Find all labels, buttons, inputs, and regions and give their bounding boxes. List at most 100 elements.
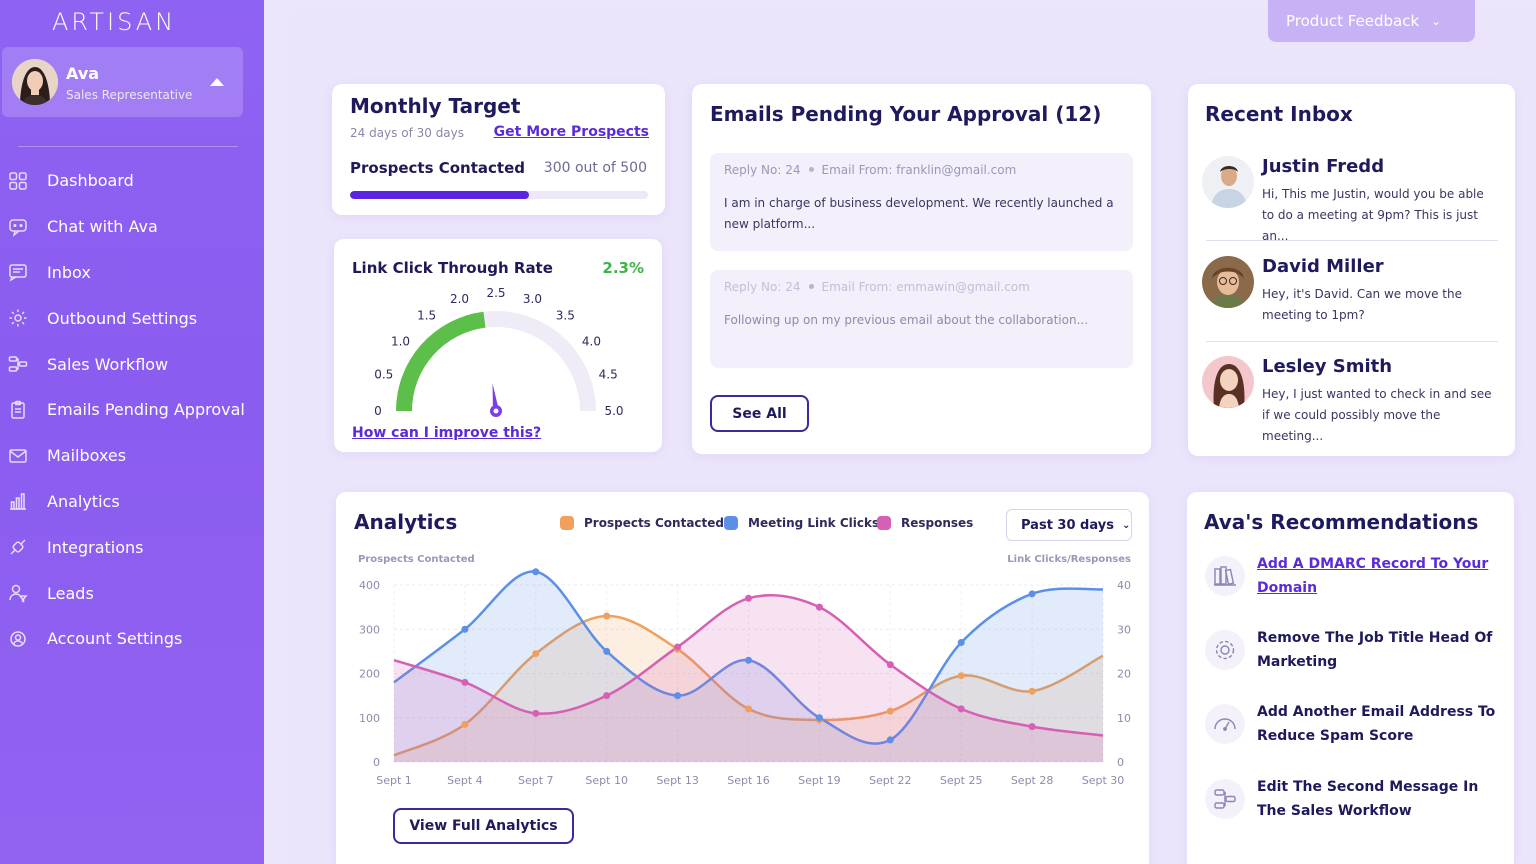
y-tick-label: 400 xyxy=(359,579,380,592)
y-tick-label: 200 xyxy=(359,668,380,681)
data-point[interactable] xyxy=(815,714,823,722)
date-range-value: Past 30 days xyxy=(1021,517,1114,533)
y-tick-label: 300 xyxy=(359,623,380,636)
recent-inbox-card: Recent Inbox Justin Fredd Hi, This me Ju… xyxy=(1188,84,1515,456)
data-point[interactable] xyxy=(745,594,752,602)
gauge-tick-label: 2.5 xyxy=(486,286,505,300)
legend-item: Meeting Link Clicks xyxy=(724,516,879,530)
x-tick-label: Sept 30 xyxy=(1082,774,1125,787)
gauge-tick-label: 5.0 xyxy=(604,404,623,418)
pending-email-item[interactable]: Reply No: 24 Email From: emmawin@gmail.co… xyxy=(710,270,1133,368)
data-point[interactable] xyxy=(603,647,611,655)
sidebar-item-leads[interactable]: Leads xyxy=(0,570,264,616)
sender-name: David Miller xyxy=(1262,256,1384,277)
ctr-gauge: 0 0.5 1.0 1.5 2.0 2.5 3.0 3.5 4.0 4.5 5.0 xyxy=(374,286,623,418)
data-point[interactable] xyxy=(886,707,894,715)
data-point[interactable] xyxy=(1028,687,1036,695)
message-preview: Hi, This me Justin, would you be able to… xyxy=(1262,187,1484,243)
user-name: Ava xyxy=(66,64,100,83)
data-point[interactable] xyxy=(603,612,611,620)
data-point[interactable] xyxy=(674,692,682,700)
sidebar-item-emails-pending[interactable]: Emails Pending Approval xyxy=(0,387,264,433)
sidebar-item-outbound-settings[interactable]: Outbound Settings xyxy=(0,295,264,341)
sidebar-item-chat[interactable]: Chat with Ava xyxy=(0,204,264,250)
data-point[interactable] xyxy=(461,720,469,728)
recommendation-text: Add Another Email Address To Reduce Spam… xyxy=(1257,704,1496,744)
sidebar-item-label: Sales Workflow xyxy=(47,354,169,374)
data-point[interactable] xyxy=(532,650,540,658)
x-tick-label: Sept 28 xyxy=(1011,774,1054,787)
sidebar-divider xyxy=(18,146,238,147)
gauge-tick-label: 1.5 xyxy=(417,309,436,323)
see-all-button[interactable]: See All xyxy=(710,395,809,432)
caret-up-icon[interactable] xyxy=(210,78,224,86)
x-tick-label: Sept 13 xyxy=(656,774,699,787)
sidebar-item-inbox[interactable]: Inbox xyxy=(0,250,264,296)
sidebar-item-sales-workflow[interactable]: Sales Workflow xyxy=(0,341,264,387)
ctr-card: Link Click Through Rate 2.3% 0 0.5 1.0 1.5 2… xyxy=(334,239,662,452)
sidebar-item-label: Chat with Ava xyxy=(47,217,158,237)
prospects-contacted-label: Prospects Contacted xyxy=(350,159,526,177)
product-feedback-button[interactable]: Product Feedback ⌄ xyxy=(1268,0,1475,42)
date-range-select[interactable]: Past 30 days ⌄ xyxy=(1006,509,1132,541)
email-preview: Following up on my previous email about … xyxy=(724,313,1089,327)
data-point[interactable] xyxy=(957,705,965,713)
legend-swatch xyxy=(560,516,574,530)
get-more-prospects-link[interactable]: Get More Prospects xyxy=(493,124,649,140)
chat-icon xyxy=(7,216,29,238)
sidebar: ARTISAN Ava Sales Representative Dashboa… xyxy=(0,0,264,864)
data-point[interactable] xyxy=(745,705,752,713)
monthly-target-title: Monthly Target xyxy=(350,94,521,118)
chevron-down-icon: ⌄ xyxy=(1121,519,1131,531)
app-logo: ARTISAN xyxy=(52,8,177,36)
data-point[interactable] xyxy=(461,625,469,633)
plug-icon xyxy=(7,536,29,558)
grid-icon xyxy=(7,170,29,192)
message-preview: Hey, I just wanted to check in and see i… xyxy=(1262,387,1492,443)
data-point[interactable] xyxy=(815,603,823,611)
legend-label: Responses xyxy=(901,516,974,530)
sidebar-item-label: Inbox xyxy=(47,262,91,282)
message-preview: Hey, it's David. Can we move the meeting… xyxy=(1262,287,1463,322)
series-line xyxy=(393,614,1104,757)
data-point[interactable] xyxy=(674,643,682,651)
sidebar-item-integrations[interactable]: Integrations xyxy=(0,524,264,570)
view-full-analytics-button[interactable]: View Full Analytics xyxy=(393,808,574,844)
data-point[interactable] xyxy=(886,736,894,744)
workflow-icon xyxy=(7,353,29,375)
data-point[interactable] xyxy=(957,672,965,680)
gauge-tick-label: 1.0 xyxy=(391,335,410,349)
y-tick-label: 0 xyxy=(1117,756,1124,769)
email-meta: Reply No: 24 Email From: franklin@gmail.c… xyxy=(724,163,1017,177)
data-point[interactable] xyxy=(886,661,894,669)
legend-label: Meeting Link Clicks xyxy=(748,516,880,530)
avatar xyxy=(12,59,58,105)
pending-email-item[interactable]: Reply No: 24 Email From: franklin@gmail.c… xyxy=(710,153,1133,251)
y-tick-label: 0 xyxy=(373,756,380,769)
analytics-title: Analytics xyxy=(354,510,458,534)
data-point[interactable] xyxy=(532,709,540,717)
data-point[interactable] xyxy=(1028,723,1036,731)
data-point[interactable] xyxy=(603,692,611,700)
recommendation-text: Remove The Job Title Head Of Marketing xyxy=(1257,630,1493,670)
series-area xyxy=(394,571,1103,762)
data-point[interactable] xyxy=(461,678,469,686)
improve-ctr-link[interactable]: How can I improve this? xyxy=(352,425,542,441)
sidebar-item-analytics[interactable]: Analytics xyxy=(0,479,264,525)
data-point[interactable] xyxy=(745,656,752,664)
data-point[interactable] xyxy=(532,568,540,576)
series-area xyxy=(394,595,1103,762)
data-point[interactable] xyxy=(957,639,965,647)
recommendations-title: Ava's Recommendations xyxy=(1204,510,1479,534)
sidebar-item-mailboxes[interactable]: Mailboxes xyxy=(0,433,264,479)
user-profile-menu[interactable]: Ava Sales Representative xyxy=(2,47,243,117)
sidebar-item-dashboard[interactable]: Dashboard xyxy=(0,158,264,204)
data-point[interactable] xyxy=(1028,590,1036,598)
sidebar-item-label: Emails Pending Approval xyxy=(47,400,245,420)
left-axis-title: Prospects Contacted xyxy=(358,554,475,565)
monthly-target-progress-fill xyxy=(350,191,529,199)
sidebar-item-account-settings[interactable]: Account Settings xyxy=(0,616,264,662)
gauge-tick-label: 4.0 xyxy=(582,335,601,349)
sidebar-item-label: Account Settings xyxy=(47,629,183,649)
recommendation-text[interactable]: Add A DMARC Record To Your Domain xyxy=(1257,556,1489,596)
